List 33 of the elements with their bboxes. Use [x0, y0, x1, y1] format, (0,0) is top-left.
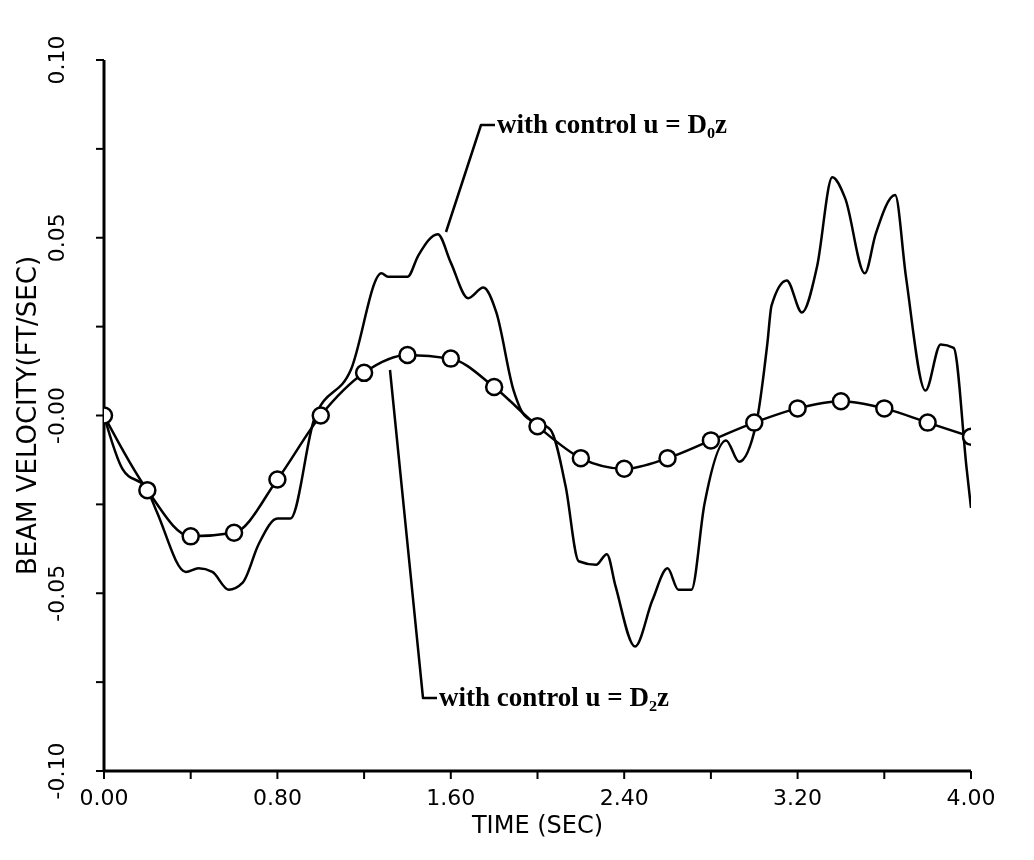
x-tick-label: 0.80: [252, 785, 302, 810]
point: [745, 413, 764, 432]
point: [528, 416, 547, 436]
point: [354, 363, 374, 383]
point: [831, 392, 851, 411]
point: [788, 399, 807, 418]
point: [268, 470, 287, 489]
x-tick-label: 3.20: [773, 785, 823, 810]
point: [311, 406, 330, 425]
y-tick-label: -0.10: [44, 742, 69, 800]
annotation: with control u = D₀z: [497, 109, 727, 139]
x-tick-label: 0.00: [79, 785, 129, 810]
x-tick-label: 1.60: [426, 785, 476, 810]
point: [398, 345, 417, 365]
point: [181, 527, 200, 546]
x-tick-label: 4.00: [946, 785, 996, 810]
y-tick-label: 0.10: [44, 35, 69, 85]
point: [701, 431, 721, 450]
point: [484, 377, 504, 397]
point: [918, 413, 937, 432]
y-tick-label: -0.05: [44, 564, 69, 622]
y-tick-label: -0.00: [44, 387, 69, 444]
y-axis-title: BEAM VELOCITY(FT/SEC): [12, 255, 42, 576]
x-axis-title: TIME (SEC): [470, 811, 604, 839]
point: [614, 459, 634, 479]
y-tick-label: 0.05: [44, 213, 69, 263]
point: [875, 399, 894, 418]
annotation: with control u = D₂z: [439, 682, 669, 712]
point: [441, 349, 461, 368]
point: [571, 448, 591, 468]
point: [224, 523, 244, 543]
x-tick-label: 2.40: [599, 785, 649, 810]
point: [658, 448, 677, 468]
